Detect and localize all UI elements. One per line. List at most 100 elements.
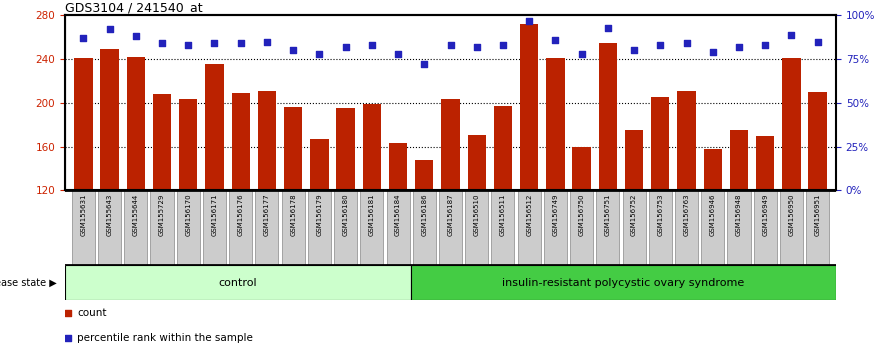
Bar [599,43,617,190]
Bar [625,130,643,190]
Bar [151,190,174,266]
Bar [74,58,93,190]
Bar [337,108,355,190]
Point [61,335,75,341]
Point [313,51,327,57]
Text: GSM155644: GSM155644 [133,193,139,236]
Bar [100,49,119,190]
Bar [258,91,276,190]
Text: GSM156511: GSM156511 [500,193,506,236]
Text: GSM156512: GSM156512 [526,193,532,236]
Point [732,44,746,50]
Bar [651,97,670,190]
Bar [806,190,829,266]
Text: GSM156178: GSM156178 [290,193,296,236]
Point [601,25,615,30]
Bar [284,107,302,190]
Point [181,42,196,48]
Text: GSM156946: GSM156946 [710,193,715,236]
Bar [546,58,565,190]
Text: GSM156749: GSM156749 [552,193,559,236]
Text: GSM156751: GSM156751 [605,193,611,236]
Bar [544,190,567,266]
Point [77,35,91,41]
Bar [596,190,619,266]
Point [260,39,274,45]
Bar [334,190,357,266]
Bar [809,92,827,190]
Point [418,62,432,67]
Bar [573,147,591,190]
Text: GSM156171: GSM156171 [211,193,218,236]
Bar [518,190,541,266]
Point [679,41,693,46]
Text: GSM156753: GSM156753 [657,193,663,236]
Point [759,42,773,48]
Point [706,49,720,55]
Text: GSM156510: GSM156510 [474,193,480,236]
Bar [177,190,200,266]
Bar [439,190,462,266]
Text: GSM156949: GSM156949 [762,193,768,236]
Point [574,51,589,57]
Bar [65,266,411,301]
Bar [675,190,698,266]
Bar [98,190,121,266]
Point [653,42,667,48]
Bar [411,266,836,301]
Bar [492,190,515,266]
Bar [493,106,512,190]
Text: GSM156750: GSM156750 [579,193,585,236]
Text: GSM156176: GSM156176 [238,193,244,236]
Point [365,42,379,48]
Point [627,48,641,53]
Bar [415,160,433,190]
Text: GSM156951: GSM156951 [815,193,820,236]
Point [811,39,825,45]
Bar [363,104,381,190]
Text: GSM156948: GSM156948 [736,193,742,236]
Point [391,51,405,57]
Bar [229,190,252,266]
Point [470,44,484,50]
Point [61,310,75,316]
Bar [152,94,171,190]
Bar [729,130,748,190]
Text: GSM156179: GSM156179 [316,193,322,236]
Point [286,48,300,53]
Text: GSM156170: GSM156170 [185,193,191,236]
Point [548,37,562,43]
Point [443,42,457,48]
Point [102,27,116,32]
Bar [282,190,305,266]
Point [338,44,352,50]
Text: GSM156186: GSM156186 [421,193,427,236]
Bar [570,190,593,266]
Bar [728,190,751,266]
Text: GSM156177: GSM156177 [264,193,270,236]
Text: GSM156181: GSM156181 [369,193,374,236]
Text: GSM156187: GSM156187 [448,193,454,236]
Bar [124,190,147,266]
Text: insulin-resistant polycystic ovary syndrome: insulin-resistant polycystic ovary syndr… [502,278,744,288]
Bar [412,190,436,266]
Text: GSM156752: GSM156752 [631,193,637,236]
Text: GDS3104 / 241540_at: GDS3104 / 241540_at [65,1,203,14]
Text: GSM156763: GSM156763 [684,193,690,236]
Point [784,32,798,38]
Bar [701,190,724,266]
Point [496,42,510,48]
Bar [441,98,460,190]
Bar [307,190,331,266]
Bar [756,136,774,190]
Bar [520,24,538,190]
Bar [310,139,329,190]
Point [522,18,537,24]
Point [207,41,221,46]
Point [155,41,169,46]
Text: GSM156184: GSM156184 [395,193,401,236]
Text: disease state ▶: disease state ▶ [0,278,57,288]
Bar [179,98,197,190]
Text: GSM155729: GSM155729 [159,193,165,236]
Text: GSM155631: GSM155631 [80,193,86,236]
